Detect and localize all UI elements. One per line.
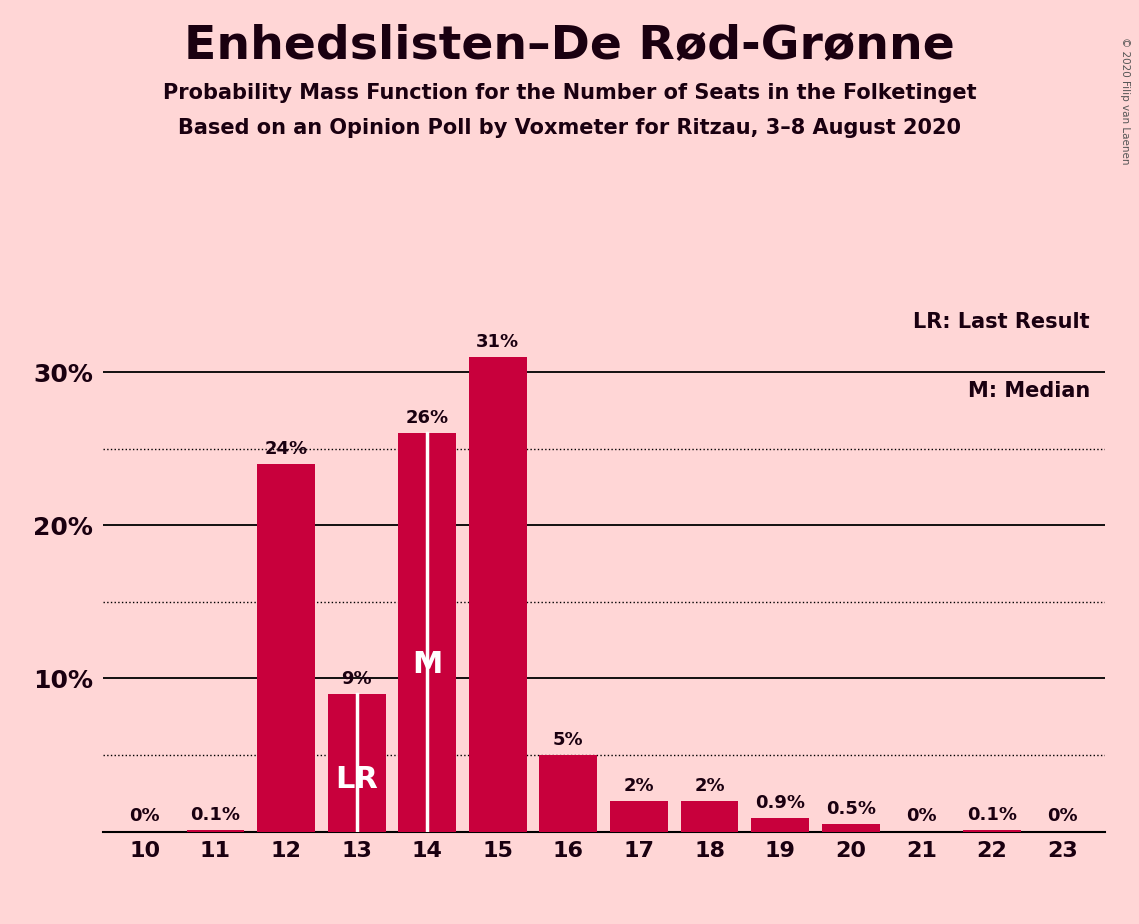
Text: 2%: 2% (695, 777, 724, 795)
Bar (328, 694, 386, 832)
Bar (399, 433, 456, 832)
Bar (752, 818, 809, 832)
Text: 0%: 0% (906, 808, 936, 825)
Bar (821, 824, 879, 832)
Text: © 2020 Filip van Laenen: © 2020 Filip van Laenen (1120, 37, 1130, 164)
Text: M: Median: M: Median (967, 382, 1090, 401)
Text: 0.1%: 0.1% (190, 806, 240, 824)
Bar (187, 830, 245, 832)
Text: 0.1%: 0.1% (967, 806, 1017, 824)
Bar (611, 801, 667, 832)
Text: Probability Mass Function for the Number of Seats in the Folketinget: Probability Mass Function for the Number… (163, 83, 976, 103)
Text: LR: Last Result: LR: Last Result (913, 311, 1090, 332)
Bar (257, 464, 316, 832)
Text: LR: LR (335, 765, 378, 794)
Text: 5%: 5% (554, 731, 583, 749)
Text: 9%: 9% (342, 670, 372, 687)
Text: 0%: 0% (130, 808, 161, 825)
Text: 0.9%: 0.9% (755, 794, 805, 811)
Text: M: M (412, 650, 442, 679)
Text: 26%: 26% (405, 409, 449, 428)
Text: 0.5%: 0.5% (826, 800, 876, 818)
Text: 2%: 2% (624, 777, 654, 795)
Bar (540, 755, 597, 832)
Bar (681, 801, 738, 832)
Bar (469, 357, 526, 832)
Text: 0%: 0% (1047, 808, 1077, 825)
Text: Based on an Opinion Poll by Voxmeter for Ritzau, 3–8 August 2020: Based on an Opinion Poll by Voxmeter for… (178, 118, 961, 139)
Text: 31%: 31% (476, 333, 519, 351)
Bar (962, 830, 1021, 832)
Text: Enhedslisten–De Rød-Grønne: Enhedslisten–De Rød-Grønne (185, 23, 954, 68)
Text: 24%: 24% (264, 440, 308, 458)
